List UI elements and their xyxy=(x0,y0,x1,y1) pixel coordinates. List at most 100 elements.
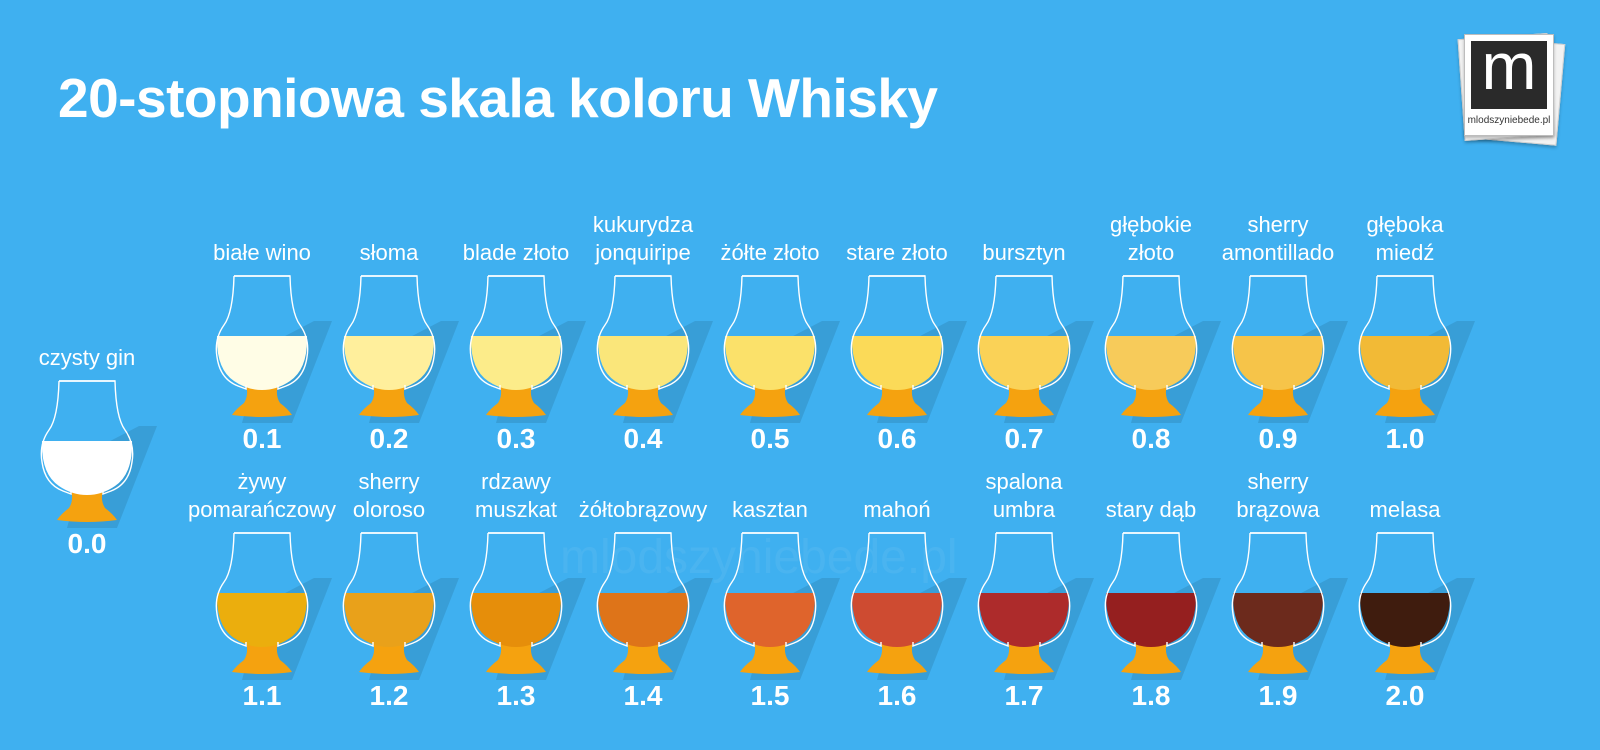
glass-value: 1.8 xyxy=(1131,680,1171,711)
glass-label: czysty gin xyxy=(2,344,172,372)
glass-outline xyxy=(342,275,436,391)
glass-outline xyxy=(850,532,944,648)
glass-liquid xyxy=(1232,336,1324,390)
glass-outline xyxy=(469,275,563,391)
whisky-glass-icon xyxy=(40,380,157,528)
whisky-glass-icon xyxy=(977,275,1094,423)
whisky-glass-icon xyxy=(723,532,840,680)
glass-label-line: sherry xyxy=(358,469,420,494)
glass-label: słoma xyxy=(304,239,474,267)
glass-label-line: mahoń xyxy=(863,497,931,522)
glass-value: 1.3 xyxy=(496,680,536,711)
glass-liquid xyxy=(1359,336,1451,390)
glass-value: 1.2 xyxy=(369,680,409,711)
glass-label: głębokie złoto xyxy=(1066,211,1236,267)
whisky-glass-icon xyxy=(1358,532,1475,680)
glass-value: 1.7 xyxy=(1004,680,1044,711)
glass-label-line: melasa xyxy=(1369,497,1441,522)
glass-value: 1.4 xyxy=(623,680,663,711)
glass-stem xyxy=(1121,642,1181,674)
glass-stem xyxy=(740,385,800,417)
glass-label-line: głęboka xyxy=(1366,212,1444,237)
glass-label-line: jonquiripe xyxy=(595,240,691,265)
glass-stem xyxy=(232,642,292,674)
glass-value: 1.9 xyxy=(1258,680,1298,711)
glass-liquid xyxy=(470,593,562,647)
glass-value: 0.5 xyxy=(750,423,790,454)
glass-label: mahoń xyxy=(812,496,982,524)
glass-label: żółtobrązowy xyxy=(558,496,728,524)
glass-liquid xyxy=(1105,593,1197,647)
whisky-glass-icon xyxy=(469,532,586,680)
whisky-glass-icon xyxy=(850,275,967,423)
glass-label: kasztan xyxy=(685,496,855,524)
whisky-glass-icon xyxy=(977,532,1094,680)
glass-stem xyxy=(1248,385,1308,417)
glass-value: 0.7 xyxy=(1004,423,1044,454)
whisky-glass-icon xyxy=(215,275,332,423)
glass-label-line: brązowa xyxy=(1236,497,1320,522)
logo-card-front: m mlodszyniebede.pl xyxy=(1464,29,1554,136)
glass-label: żółte złoto xyxy=(685,239,855,267)
glass-label: spalona umbra xyxy=(939,468,1109,524)
glass-stem xyxy=(486,385,546,417)
glass-stem xyxy=(613,385,673,417)
glass-liquid xyxy=(851,336,943,390)
glass-outline xyxy=(1104,275,1198,391)
glass-label-line: amontillado xyxy=(1221,240,1335,265)
glass-liquid xyxy=(1359,593,1451,647)
glass-liquid xyxy=(41,441,133,495)
whisky-glass-icon xyxy=(1104,275,1221,423)
glass-label-line: stare złoto xyxy=(846,240,948,265)
watermark-text: mlodszyniebede.pl xyxy=(560,531,958,584)
glass-liquid xyxy=(978,336,1070,390)
glass-liquid xyxy=(851,593,943,647)
glass-label: melasa xyxy=(1320,496,1490,524)
site-logo[interactable]: m mlodszyniebede.pl xyxy=(1455,32,1575,152)
glass-stem xyxy=(994,642,1054,674)
glass-label-line: żywy xyxy=(237,469,287,494)
glass-value: 0.2 xyxy=(369,423,409,454)
glass-outline xyxy=(723,275,817,391)
glass-liquid xyxy=(724,593,816,647)
whisky-glass-icon xyxy=(469,275,586,423)
whisky-glass-icon xyxy=(596,532,713,680)
glass-stem xyxy=(867,385,927,417)
glass-label-line: żółte złoto xyxy=(720,240,820,265)
glass-label: kukurydza jonquiripe xyxy=(558,211,728,267)
glass-label-line: blade złoto xyxy=(462,240,570,265)
glass-label: głęboka miedź xyxy=(1320,211,1490,267)
glass-label: stary dąb xyxy=(1066,496,1236,524)
glass-outline xyxy=(40,380,134,496)
glass-liquid xyxy=(597,336,689,390)
glass-value: 1.5 xyxy=(750,680,790,711)
logo-site-name: mlodszyniebede.pl xyxy=(1467,115,1551,126)
glass-outline xyxy=(215,532,309,648)
glass-value: 0.4 xyxy=(623,423,663,454)
glass-label-line: rdzawy xyxy=(481,469,551,494)
glass-value: 0.9 xyxy=(1258,423,1298,454)
glass-outline xyxy=(342,532,436,648)
glass-liquid xyxy=(343,593,435,647)
glass-outline xyxy=(596,532,690,648)
glass-label-line: białe wino xyxy=(213,240,311,265)
whisky-glass-icon xyxy=(215,532,332,680)
glass-label-line: oloroso xyxy=(352,497,426,522)
glass-stem xyxy=(359,642,419,674)
glass-label-line: umbra xyxy=(992,497,1056,522)
whisky-glass-icon xyxy=(850,532,967,680)
glass-label-line: stary dąb xyxy=(1105,497,1197,522)
logo-letter: m xyxy=(1481,29,1537,103)
glass-label-line: miedź xyxy=(1375,240,1435,265)
glass-stem xyxy=(232,385,292,417)
glass-outline xyxy=(977,532,1071,648)
glass-stem xyxy=(486,642,546,674)
glass-outline xyxy=(977,275,1071,391)
glass-outline xyxy=(1358,532,1452,648)
glass-outline xyxy=(723,532,817,648)
glass-label-line: kukurydza xyxy=(592,212,694,237)
glass-label-line: kasztan xyxy=(732,497,808,522)
whisky-glass-icon xyxy=(1104,532,1221,680)
glass-label: bursztyn xyxy=(939,239,1109,267)
